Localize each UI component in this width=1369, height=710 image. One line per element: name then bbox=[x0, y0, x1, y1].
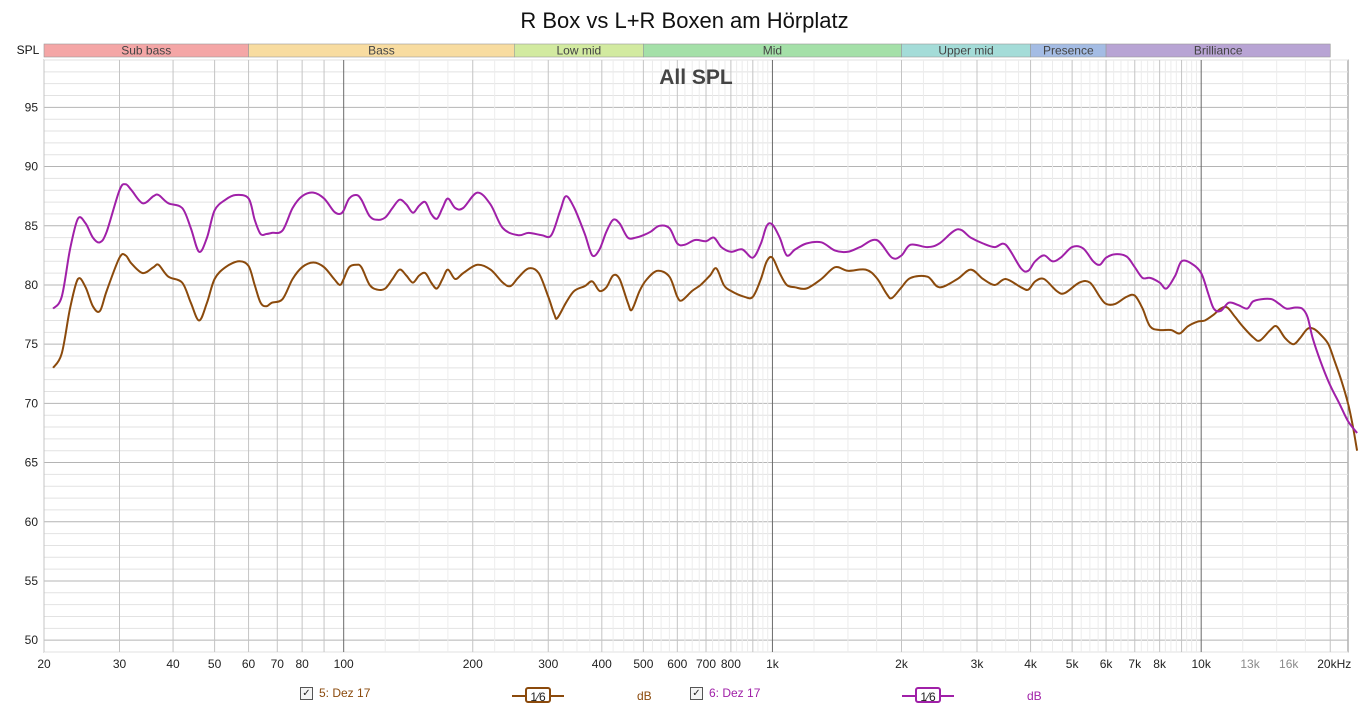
y-tick-label: 80 bbox=[25, 278, 39, 292]
series-line-2 bbox=[52, 183, 1358, 434]
x-tick-label: 7k bbox=[1128, 657, 1142, 671]
x-tick-label: 1k bbox=[766, 657, 780, 671]
x-tick-label: 4k bbox=[1024, 657, 1038, 671]
legend-item-1[interactable]: ✓ 5: Dez 17 bbox=[300, 686, 370, 700]
band-label: Bass bbox=[368, 44, 395, 58]
x-tick-label: 10k bbox=[1192, 657, 1212, 671]
x-tick-label: 5k bbox=[1066, 657, 1080, 671]
x-tick-label: 200 bbox=[463, 657, 483, 671]
x-tick-label: 2k bbox=[895, 657, 909, 671]
x-tick-label: 700 bbox=[696, 657, 716, 671]
x-tick-label: 13k bbox=[1240, 657, 1260, 671]
x-tick-label: 100 bbox=[334, 657, 354, 671]
y-tick-label: 55 bbox=[25, 574, 39, 588]
legend-unit-1: dB bbox=[637, 689, 652, 703]
y-tick-label: 85 bbox=[25, 219, 39, 233]
y-tick-label: 95 bbox=[25, 100, 39, 114]
y-tick-label: 60 bbox=[25, 515, 39, 529]
x-tick-label: 70 bbox=[271, 657, 285, 671]
x-tick-label: 500 bbox=[633, 657, 653, 671]
x-tick-label: 8k bbox=[1153, 657, 1167, 671]
x-tick-label: 60 bbox=[242, 657, 256, 671]
band-brilliance bbox=[1105, 43, 1331, 58]
chart-subtitle: All SPL bbox=[659, 66, 733, 89]
y-tick-label: 70 bbox=[25, 396, 39, 410]
legend-label-2: 6: Dez 17 bbox=[709, 686, 761, 700]
x-tick-label: 3k bbox=[971, 657, 985, 671]
smoothing-button-2[interactable]: 1⁄6 bbox=[915, 687, 941, 704]
band-label: Mid bbox=[763, 44, 782, 58]
x-tick-label: 800 bbox=[721, 657, 741, 671]
x-tick-label: 50 bbox=[208, 657, 222, 671]
band-label: Upper mid bbox=[938, 44, 993, 58]
y-tick-label: 90 bbox=[25, 160, 39, 174]
frequency-response-chart: Sub bass Bass Low mid Mid Upper mid Presence B… bbox=[17, 43, 1359, 671]
smoothing-button-1[interactable]: 1⁄6 bbox=[525, 687, 551, 704]
x-tick-label: 400 bbox=[592, 657, 612, 671]
x-tick-label: 600 bbox=[667, 657, 687, 671]
y-axis-label: SPL bbox=[17, 43, 40, 57]
x-tick-label: 16k bbox=[1279, 657, 1299, 671]
x-tick-labels: 20 30 40 50 60 70 80 100 200 300 400 500 600 700 800 1k… bbox=[37, 657, 1351, 671]
band-label: Presence bbox=[1043, 44, 1094, 58]
series-line-1 bbox=[52, 252, 1359, 451]
band-label: Brilliance bbox=[1194, 44, 1243, 58]
legend-checkbox-1[interactable]: ✓ bbox=[300, 686, 313, 700]
legend-unit-2: dB bbox=[1027, 689, 1042, 703]
band-label: Low mid bbox=[556, 44, 601, 58]
y-tick-label: 50 bbox=[25, 633, 39, 647]
x-tick-label: 80 bbox=[295, 657, 309, 671]
x-tick-label: 20kHz bbox=[1317, 657, 1351, 671]
x-tick-label: 300 bbox=[538, 657, 558, 671]
legend-item-2[interactable]: ✓ 6: Dez 17 bbox=[690, 686, 760, 700]
legend-label-1: 5: Dez 17 bbox=[319, 686, 371, 700]
chart-title: R Box vs L+R Boxen am Hörplatz bbox=[520, 8, 849, 33]
y-tick-label: 65 bbox=[25, 456, 39, 470]
x-tick-label: 40 bbox=[166, 657, 180, 671]
x-tick-label: 20 bbox=[37, 657, 51, 671]
x-tick-label: 30 bbox=[113, 657, 127, 671]
y-tick-labels: 50 55 60 65 70 75 80 85 90 95 bbox=[25, 100, 39, 647]
y-tick-label: 75 bbox=[25, 337, 39, 351]
frequency-band-bar: Sub bass Bass Low mid Mid Upper mid Presence B… bbox=[43, 43, 1331, 58]
legend-checkbox-2[interactable]: ✓ bbox=[690, 686, 703, 700]
series-lines bbox=[52, 183, 1359, 451]
grid-lines bbox=[43, 59, 1348, 653]
x-tick-label: 6k bbox=[1100, 657, 1114, 671]
band-label: Sub bass bbox=[121, 44, 171, 58]
